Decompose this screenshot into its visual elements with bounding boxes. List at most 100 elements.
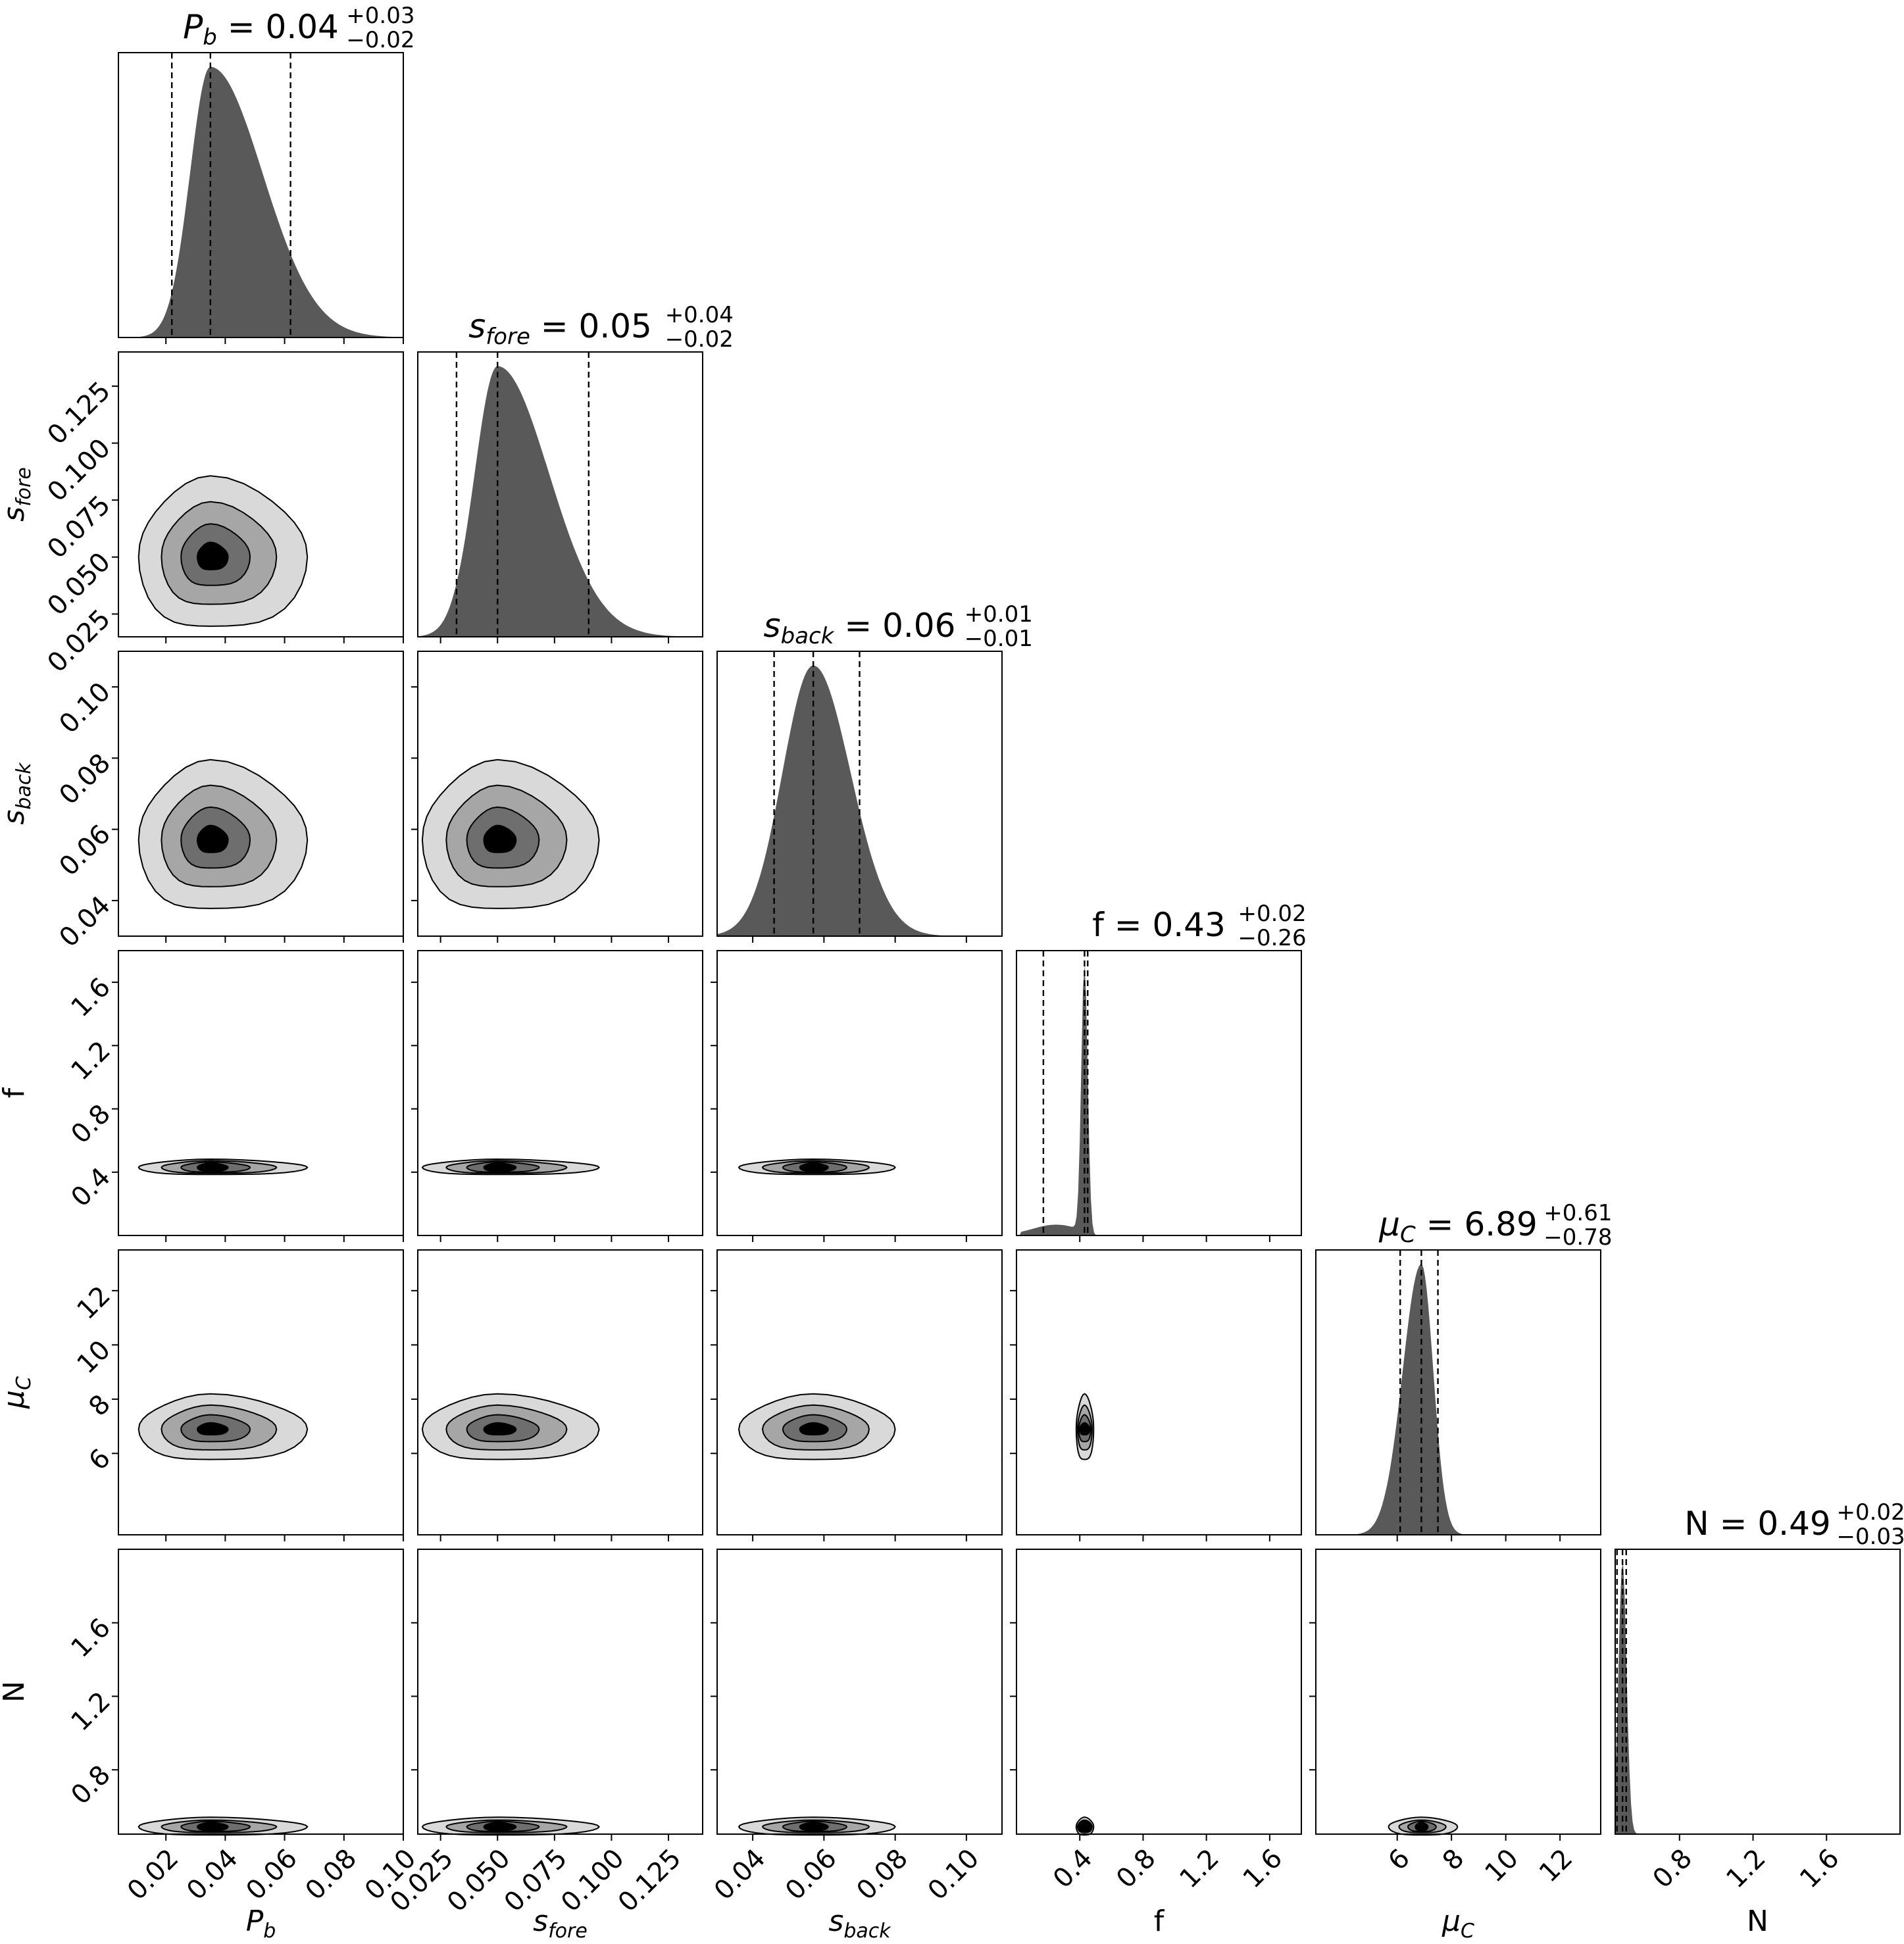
- y-tick-label-f: 1.2: [65, 1035, 116, 1087]
- panel-title-upper-s-fore: +0.04: [665, 302, 734, 328]
- contour-level-4-c-n: [1415, 1822, 1429, 1832]
- x-axis-label-c: μC: [1441, 1905, 1474, 1943]
- y-tick-label-s-back: 0.06: [53, 819, 116, 882]
- x-tick-label-c: 8: [1437, 1843, 1470, 1877]
- contour-panel-bg-s-back-f: [717, 951, 1002, 1235]
- hist-frame-p-b: [118, 52, 404, 338]
- contour-panel-bg-p-b-f: [118, 951, 403, 1235]
- contour-frame-p-b-n: [118, 1549, 404, 1835]
- panel-title-lower-s-fore: −0.02: [665, 326, 734, 353]
- contour-level-4-s-back-c: [799, 1422, 829, 1435]
- y-tick-label-n: 1.2: [65, 1686, 116, 1737]
- x-tick-label-f: 0.8: [1111, 1843, 1162, 1895]
- x-tick-label-f: 1.2: [1174, 1843, 1225, 1895]
- y-axis-label-f: f: [0, 1087, 31, 1098]
- hist-frame-s-fore: [417, 351, 703, 637]
- contour-frame-c-n: [1315, 1549, 1601, 1835]
- contour-level-4-f-c: [1079, 1422, 1091, 1435]
- y-tick-label-s-fore: 0.050: [41, 547, 116, 622]
- y-tick-label-s-fore: 0.100: [41, 433, 116, 508]
- y-tick-label-s-back: 0.04: [53, 890, 116, 953]
- panel-title-upper-f: +0.02: [1238, 901, 1307, 927]
- x-tick-label-s-back: 0.04: [709, 1843, 772, 1907]
- contour-frame-f-c: [1016, 1249, 1302, 1535]
- y-tick-label-s-fore: 0.025: [41, 604, 116, 679]
- contour-level-4-s-fore-f: [483, 1162, 517, 1172]
- y-axis-label-c: μC: [0, 1376, 36, 1409]
- contour-frame-s-fore-s-back: [417, 651, 703, 937]
- contour-level-4-s-back-f: [799, 1162, 829, 1172]
- contour-level-4-f-n: [1079, 1822, 1091, 1832]
- y-axis-label-s-back: sback: [0, 762, 36, 825]
- y-axis-label-s-fore: sfore: [0, 467, 36, 522]
- contour-level-4-s-back-n: [799, 1822, 829, 1832]
- y-tick-label-s-back: 0.10: [53, 677, 116, 740]
- contour-frame-p-b-c: [118, 1249, 404, 1535]
- panel-title-n: N = 0.49: [1684, 1505, 1830, 1543]
- x-tick-label-n: 1.2: [1720, 1843, 1772, 1895]
- x-tick-label-c: 6: [1382, 1843, 1416, 1877]
- hist-frame-n: [1615, 1549, 1901, 1835]
- x-tick-label-p-b: 0.02: [122, 1843, 185, 1907]
- contour-panel-bg-s-back-c: [717, 1250, 1002, 1535]
- histogram-s-fore: [418, 366, 703, 637]
- panel-title-lower-n: −0.03: [1837, 1524, 1904, 1550]
- contour-level-4-s-fore-n: [483, 1822, 517, 1832]
- x-tick-label-s-fore: 0.125: [613, 1843, 688, 1918]
- y-tick-label-s-fore: 0.125: [41, 376, 116, 451]
- x-tick-label-p-b: 0.06: [240, 1843, 303, 1907]
- contour-panel-bg-c-n: [1316, 1549, 1601, 1834]
- y-tick-label-f: 0.8: [65, 1099, 116, 1150]
- y-axis-label-n: N: [0, 1681, 31, 1703]
- hist-frame-f: [1016, 950, 1302, 1236]
- x-tick-label-s-fore: 0.050: [441, 1843, 516, 1918]
- hist-panel-bg-c: [1316, 1250, 1601, 1535]
- y-tick-label-c: 8: [83, 1389, 116, 1422]
- contour-frame-s-fore-f: [417, 950, 703, 1236]
- x-tick-label-p-b: 0.04: [181, 1843, 244, 1907]
- contour-frame-s-back-c: [716, 1249, 1003, 1535]
- contour-level-4-p-b-n: [196, 1822, 229, 1832]
- panel-title-upper-n: +0.02: [1837, 1499, 1904, 1526]
- panel-title-f: f = 0.43: [1092, 906, 1226, 944]
- panel-title-upper-c: +0.61: [1543, 1200, 1612, 1226]
- y-tick-label-s-fore: 0.075: [41, 490, 116, 565]
- panel-title-c: μC = 6.89: [1378, 1205, 1538, 1248]
- hist-panel-bg-n: [1615, 1549, 1900, 1834]
- x-tick-label-s-back: 0.06: [780, 1843, 843, 1907]
- contour-frame-s-back-f: [716, 950, 1003, 1236]
- contour-panel-bg-f-n: [1016, 1549, 1301, 1834]
- x-tick-label-f: 0.4: [1047, 1843, 1099, 1895]
- contour-level-4-p-b-s-back: [196, 824, 229, 853]
- hist-panel-bg-f: [1016, 951, 1301, 1235]
- panel-title-lower-s-back: −0.01: [965, 626, 1033, 652]
- x-axis-label-n: N: [1747, 1905, 1768, 1938]
- hist-frame-s-back: [716, 651, 1003, 937]
- y-tick-label-n: 0.8: [65, 1760, 116, 1811]
- x-tick-label-p-b: 0.08: [300, 1843, 363, 1907]
- y-tick-label-s-back: 0.08: [53, 748, 116, 811]
- panel-title-upper-s-back: +0.01: [965, 601, 1033, 628]
- y-tick-label-n: 1.6: [65, 1612, 116, 1664]
- x-axis-label-p-b: Pb: [246, 1905, 276, 1943]
- x-tick-label-s-fore: 0.100: [555, 1843, 630, 1918]
- contour-level-4-p-b-c: [196, 1422, 229, 1435]
- y-tick-label-f: 1.6: [65, 972, 116, 1024]
- y-tick-label-c: 10: [71, 1335, 116, 1380]
- x-tick-label-n: 0.8: [1647, 1843, 1699, 1895]
- contour-panel-bg-s-fore-n: [418, 1549, 703, 1834]
- contour-level-4-p-b-f: [196, 1162, 229, 1172]
- contour-panel-bg-s-back-n: [717, 1549, 1002, 1834]
- x-axis-label-s-back: sback: [828, 1905, 891, 1943]
- x-tick-label-s-back: 0.08: [851, 1843, 914, 1907]
- x-tick-label-f: 1.6: [1238, 1843, 1289, 1895]
- x-tick-label-n: 1.6: [1794, 1843, 1845, 1895]
- x-tick-label-c: 10: [1479, 1843, 1524, 1889]
- panel-title-s-back: sback = 0.06: [764, 607, 956, 649]
- hist-frame-c: [1315, 1249, 1601, 1535]
- contour-frame-s-back-n: [716, 1549, 1003, 1835]
- contour-panel-bg-p-b-c: [118, 1250, 403, 1535]
- histogram-s-back: [717, 665, 1002, 936]
- y-tick-label-c: 6: [83, 1443, 116, 1477]
- panel-title-upper-p-b: +0.03: [346, 3, 414, 29]
